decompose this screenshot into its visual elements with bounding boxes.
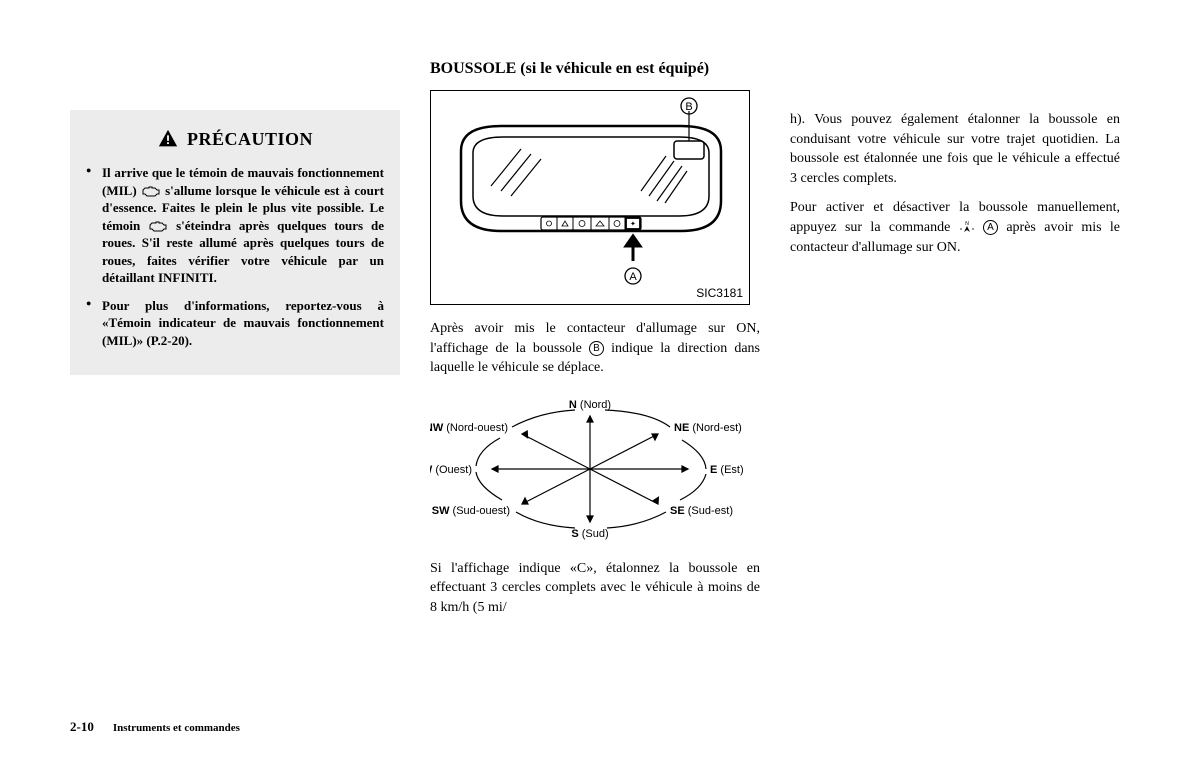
compass-rose-diagram: N (Nord) NE (Nord-est) E (Est) SE (Sud-e… <box>430 394 750 544</box>
paragraph: h). Vous pouvez également étalonner la b… <box>790 110 1120 188</box>
circled-b-icon: B <box>589 341 604 356</box>
svg-text:E (Est): E (Est) <box>710 464 744 476</box>
engine-icon <box>141 186 161 198</box>
page-number: 2-10 <box>70 719 94 734</box>
mirror-illustration: ✦ B A <box>431 91 749 304</box>
svg-text:W (Ouest): W (Ouest) <box>430 464 472 476</box>
right-column: h). Vous pouvez également étalonner la b… <box>790 110 1120 628</box>
paragraph: Pour activer et désactiver la boussole m… <box>790 198 1120 257</box>
caution-item: Pour plus d'informations, reportez-vous … <box>86 297 384 350</box>
svg-text:N: N <box>965 221 969 227</box>
circled-a-icon: A <box>983 220 998 235</box>
caution-box: PRÉCAUTION Il arrive que le témoin de ma… <box>70 110 400 375</box>
compass-button-icon: N <box>959 221 975 235</box>
paragraph: Si l'affichage indique «C», étalonnez la… <box>430 559 760 618</box>
caution-text: Pour plus d'informations, reportez-vous … <box>102 298 384 348</box>
svg-text:NW (Nord-ouest): NW (Nord-ouest) <box>430 422 508 434</box>
middle-column: BOUSSOLE (si le véhicule en est équipé) <box>430 60 760 628</box>
section-name: Instruments et commandes <box>113 722 240 734</box>
page: PRÉCAUTION Il arrive que le témoin de ma… <box>0 0 1200 668</box>
caution-item: Il arrive que le témoin de mauvais fonct… <box>86 164 384 287</box>
label-b: B <box>685 101 692 113</box>
paragraph: Après avoir mis le contacteur d'allumage… <box>430 319 760 378</box>
engine-icon <box>148 221 168 233</box>
svg-text:S (Sud): S (Sud) <box>571 528 608 540</box>
caution-list: Il arrive que le témoin de mauvais fonct… <box>86 164 384 349</box>
page-footer: 2-10 Instruments et commandes <box>70 719 240 735</box>
section-title: BOUSSOLE (si le véhicule en est équipé) <box>430 60 760 78</box>
mirror-figure: ✦ B A SIC3181 <box>430 90 750 305</box>
left-column: PRÉCAUTION Il arrive que le témoin de ma… <box>70 110 400 628</box>
svg-text:NE (Nord-est): NE (Nord-est) <box>674 422 742 434</box>
svg-text:SE (Sud-est): SE (Sud-est) <box>670 505 733 517</box>
svg-text:N (Nord): N (Nord) <box>569 399 611 411</box>
warning-triangle-icon <box>157 128 179 150</box>
svg-text:SW (Sud-ouest): SW (Sud-ouest) <box>432 505 510 517</box>
label-a: A <box>629 271 637 283</box>
figure-id: SIC3181 <box>696 286 743 300</box>
caution-heading: PRÉCAUTION <box>86 128 384 150</box>
caution-heading-text: PRÉCAUTION <box>187 129 313 150</box>
svg-text:✦: ✦ <box>630 220 636 228</box>
